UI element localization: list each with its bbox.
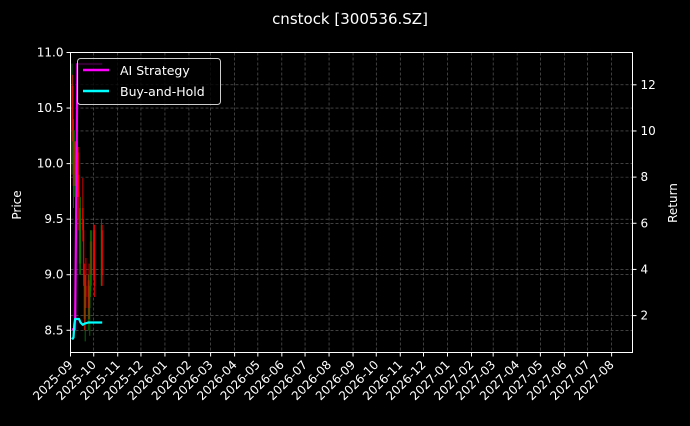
right-tick-label: 4 <box>641 262 649 276</box>
candle-body <box>84 285 86 320</box>
left-axis: 8.5 9.0 9.5 10.0 10.5 11.0 <box>37 46 71 337</box>
candle-body <box>74 141 76 175</box>
left-tick-label: 9.5 <box>44 212 63 226</box>
right-tick-label: 12 <box>641 78 656 92</box>
candles <box>71 63 103 342</box>
chart-title: cnstock [300536.SZ] <box>272 10 428 28</box>
buy-and-hold-line <box>71 317 103 340</box>
right-axis: 2 4 6 8 10 12 <box>632 78 656 323</box>
right-tick-label: 8 <box>641 170 649 184</box>
legend: AI Strategy Buy-and-Hold <box>77 58 221 105</box>
candle-body <box>71 85 74 131</box>
plot-frame <box>70 52 633 353</box>
left-tick-label: 9.0 <box>44 268 63 282</box>
candle-body <box>90 241 93 275</box>
left-tick-label: 10.0 <box>37 157 64 171</box>
candle-body <box>78 191 80 220</box>
right-tick-label: 6 <box>641 216 649 230</box>
right-tick-label: 2 <box>641 309 649 323</box>
left-axis-label: Price <box>10 190 24 219</box>
legend-box <box>77 58 221 105</box>
left-tick-label: 8.5 <box>44 323 63 337</box>
candle-body <box>101 230 103 275</box>
left-tick-label: 11.0 <box>37 46 64 60</box>
legend-label-bh: Buy-and-Hold <box>120 84 205 99</box>
candle-body <box>93 230 96 286</box>
legend-label-ai: AI Strategy <box>120 63 190 78</box>
right-tick-label: 10 <box>641 124 656 138</box>
return-lines <box>71 62 103 340</box>
candle-body <box>82 208 84 231</box>
candle-body <box>77 152 79 192</box>
x-axis: 2025-092025-102025-112025-122026-012026-… <box>30 352 617 403</box>
candle-body <box>85 285 87 297</box>
candle-body <box>82 230 85 275</box>
candle-body <box>89 291 91 309</box>
candle-body <box>79 208 82 264</box>
left-tick-label: 10.5 <box>37 101 64 115</box>
right-axis-label: Return <box>666 183 680 223</box>
